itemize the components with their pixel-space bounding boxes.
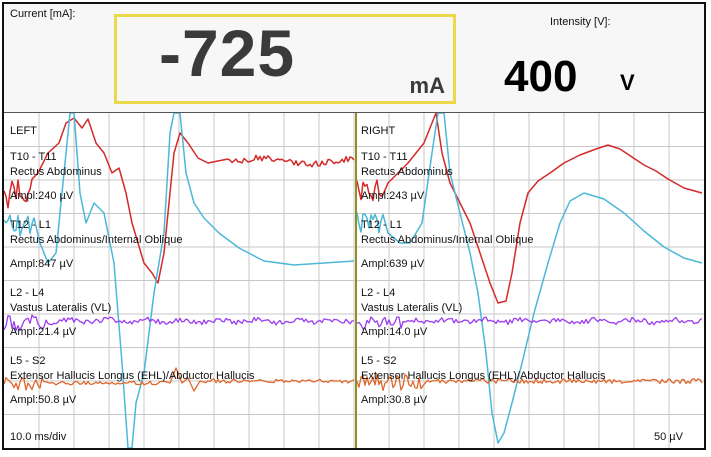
left-ch1-muscle: Rectus Abdominus xyxy=(10,166,102,178)
scale-readout: 50 µV xyxy=(654,431,683,443)
right-ch4-ampl: Ampl:30.8 µV xyxy=(361,394,427,406)
left-ch3-muscle: Vastus Lateralis (VL) xyxy=(10,302,111,314)
right-ch4-segment: L5 - S2 xyxy=(361,355,396,367)
current-unit: mA xyxy=(410,73,445,99)
left-ch4-muscle: Extensor Hallucis Longus (EHL)/Abductor … xyxy=(10,370,255,382)
left-ch4-segment: L5 - S2 xyxy=(10,355,45,367)
right-ch1-ampl: Ampl:243 µV xyxy=(361,190,424,202)
current-label: Current [mA]: xyxy=(10,8,75,20)
left-ch3-ampl: Ampl:21.4 µV xyxy=(10,326,76,338)
intensity-value: 400 xyxy=(504,52,577,102)
intensity-label: Intensity [V]: xyxy=(550,16,611,28)
left-ch1-segment: T10 - T11 xyxy=(10,151,57,163)
left-ch1-ampl: Ampl:240 µV xyxy=(10,190,73,202)
right-ch4-muscle: Extensor Hallucis Longus (EHL)/Abductor … xyxy=(361,370,606,382)
left-ch2-ampl: Ampl:847 µV xyxy=(10,258,73,270)
emg-monitor-window: Current [mA]: -725 mA Intensity [V]: 400… xyxy=(2,2,706,450)
right-ch2-segment: T12 - L1 xyxy=(361,219,402,231)
emg-plot-area: LEFT T10 - T11 Rectus Abdominus Ampl:240… xyxy=(4,113,704,448)
current-display: -725 mA xyxy=(114,14,456,104)
right-panel-title: RIGHT xyxy=(361,125,395,137)
right-ch1-muscle: Rectus Abdominus xyxy=(361,166,453,178)
left-ch2-segment: T12 - L1 xyxy=(10,219,51,231)
right-ch1-trace xyxy=(357,113,702,303)
left-ch2-muscle: Rectus Abdominus/Internal Oblique xyxy=(10,234,182,246)
right-ch1-segment: T10 - T11 xyxy=(361,151,408,163)
left-ch4-ampl: Ampl:50.8 µV xyxy=(10,394,76,406)
left-ch3-segment: L2 - L4 xyxy=(10,287,44,299)
right-ch3-ampl: Ampl:14.0 µV xyxy=(361,326,427,338)
right-ch2-muscle: Rectus Abdominus/Internal Oblique xyxy=(361,234,533,246)
panel-divider xyxy=(355,113,357,448)
current-value: -725 xyxy=(159,15,295,91)
left-panel-title: LEFT xyxy=(10,125,37,137)
timebase-readout: 10.0 ms/div xyxy=(10,431,66,443)
right-ch2-ampl: Ampl:639 µV xyxy=(361,258,424,270)
waveform-traces xyxy=(4,113,704,448)
right-ch3-muscle: Vastus Lateralis (VL) xyxy=(361,302,462,314)
right-ch3-segment: L2 - L4 xyxy=(361,287,395,299)
stimulation-header: Current [mA]: -725 mA Intensity [V]: 400… xyxy=(4,4,704,113)
intensity-unit: V xyxy=(620,70,635,96)
